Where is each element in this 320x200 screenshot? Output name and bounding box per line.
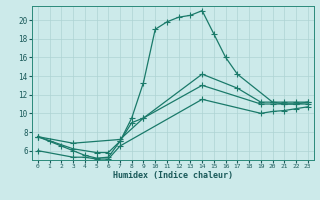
X-axis label: Humidex (Indice chaleur): Humidex (Indice chaleur) (113, 171, 233, 180)
